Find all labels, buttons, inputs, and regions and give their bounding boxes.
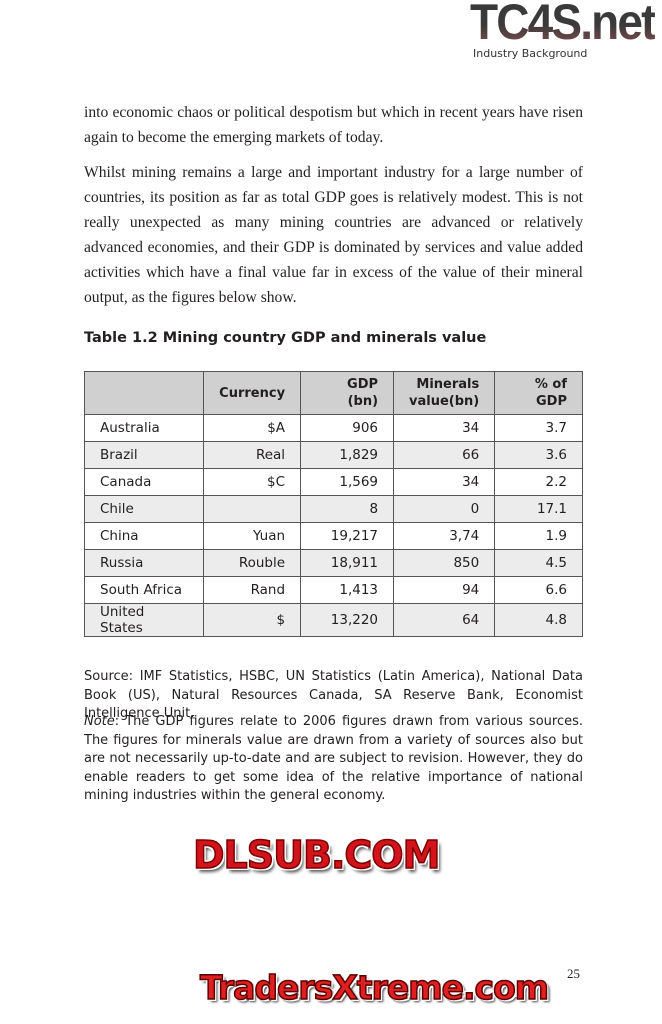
header-currency: Currency [203, 371, 302, 415]
cell-country: Brazil [83, 441, 205, 469]
table-row: Brazil Real 1,829 66 3.6 [83, 441, 583, 469]
cell-country: Canada [83, 468, 205, 496]
header-country [83, 371, 205, 415]
cell-pct-gdp: 4.5 [494, 549, 583, 577]
table-header-row: Currency GDP (bn) Minerals value(bn) % o… [83, 371, 583, 415]
dlsub-watermark: DLSUB.COM [192, 833, 441, 877]
gdp-minerals-table: Currency GDP (bn) Minerals value(bn) % o… [83, 371, 583, 637]
cell-minerals-value: 66 [393, 441, 496, 469]
table-row: United States $13,220 64 4.8 [83, 603, 583, 637]
cell-currency [203, 495, 302, 523]
cell-country: Russia [83, 549, 205, 577]
cell-gdp: 1,829 [300, 441, 395, 469]
cell-gdp: 906 [300, 414, 395, 442]
header-gdp: GDP (bn) [300, 371, 395, 415]
cell-minerals-value: 94 [393, 576, 496, 604]
cell-gdp: 8 [300, 495, 395, 523]
table-caption: Table 1.2 Mining country GDP and mineral… [84, 330, 487, 346]
header-pct-gdp: % of GDP [494, 371, 583, 415]
cell-country: United States [83, 603, 205, 637]
note-text: : The GDP figures relate to 2006 figures… [84, 714, 583, 803]
cell-pct-gdp: 4.8 [494, 603, 583, 637]
cell-currency: Rand [203, 576, 302, 604]
cell-currency: $A [203, 414, 302, 442]
cell-minerals-value: 3,74 [393, 522, 496, 550]
note-label: Note [84, 714, 115, 729]
cell-country: China [83, 522, 205, 550]
cell-currency: Real [203, 441, 302, 469]
cell-minerals-value: 34 [393, 414, 496, 442]
table-row: South Africa Rand 1,413 94 6.6 [83, 576, 583, 604]
cell-gdp: 1,413 [300, 576, 395, 604]
tradersxtreme-watermark: TradersXtreme.com [199, 967, 550, 1008]
table-row: Russia Rouble 18,911 850 4.5 [83, 549, 583, 577]
cell-pct-gdp: 17.1 [494, 495, 583, 523]
cell-minerals-value: 850 [393, 549, 496, 577]
cell-currency: Rouble [203, 549, 302, 577]
note-paragraph: Note: The GDP figures relate to 2006 fig… [84, 713, 583, 806]
source-note: Source: IMF Statistics, HSBC, UN Statist… [84, 669, 583, 721]
cell-gdp: 19,217 [300, 522, 395, 550]
cell-minerals-value: 34 [393, 468, 496, 496]
tc4s-watermark-logo: TC4S.net [470, 0, 655, 44]
cell-pct-gdp: 3.7 [494, 414, 583, 442]
table-row: China Yuan 19,217 3,74 1.9 [83, 522, 583, 550]
running-head: Industry Background [473, 47, 588, 60]
table-row: Australia $A 906 34 3.7 [83, 414, 583, 442]
cell-gdp: 1,569 [300, 468, 395, 496]
cell-minerals-value: 64 [393, 603, 496, 637]
cell-pct-gdp: 6.6 [494, 576, 583, 604]
paragraph-2: Whilst mining remains a large and import… [84, 164, 583, 306]
paragraph-1: into economic chaos or political despoti… [84, 104, 583, 146]
cell-country: Chile [83, 495, 205, 523]
header-minerals-value: Minerals value(bn) [393, 371, 496, 415]
cell-currency: $ [203, 603, 302, 637]
table-row: Chile 8 0 17.1 [83, 495, 583, 523]
cell-currency: Yuan [203, 522, 302, 550]
page-number: 25 [567, 966, 580, 981]
cell-pct-gdp: 1.9 [494, 522, 583, 550]
cell-gdp: 13,220 [300, 603, 395, 637]
cell-gdp: 18,911 [300, 549, 395, 577]
cell-pct-gdp: 2.2 [494, 468, 583, 496]
cell-pct-gdp: 3.6 [494, 441, 583, 469]
cell-country: South Africa [83, 576, 205, 604]
cell-country: Australia [83, 414, 205, 442]
table-row: Canada $C 1,569 34 2.2 [83, 468, 583, 496]
cell-minerals-value: 0 [393, 495, 496, 523]
cell-currency: $C [203, 468, 302, 496]
